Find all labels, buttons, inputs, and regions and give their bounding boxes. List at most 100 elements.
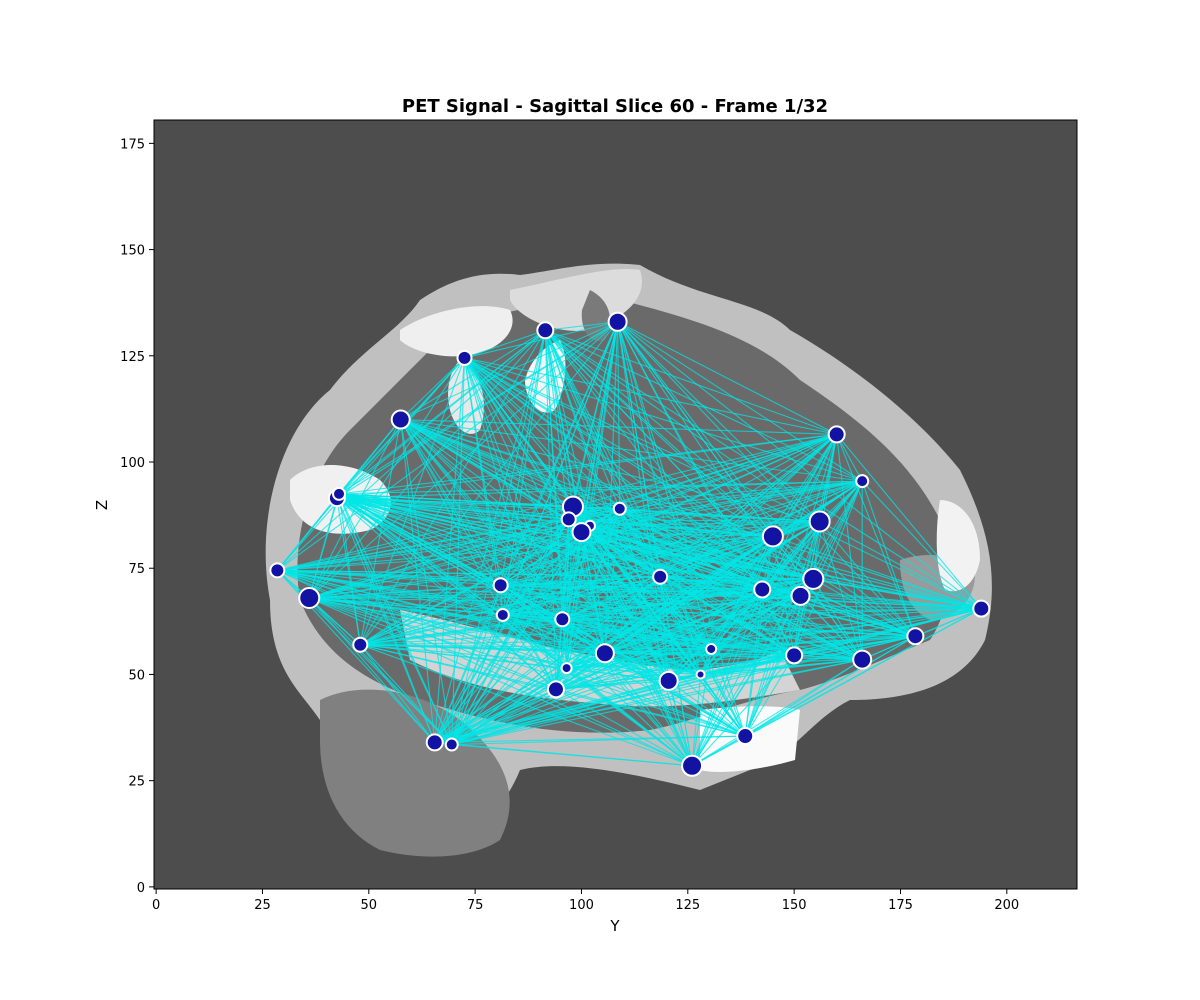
connectivity-edge — [619, 508, 820, 523]
region-node — [808, 510, 831, 533]
connectivity-edge — [502, 614, 557, 690]
connectivity-edge — [336, 480, 863, 499]
connectivity-edge — [277, 535, 773, 571]
connectivity-edge — [744, 655, 795, 737]
connectivity-edge — [836, 434, 982, 609]
connectivity-edge — [464, 321, 618, 359]
connectivity-edge — [562, 576, 661, 620]
connectivity-edge — [604, 652, 669, 682]
connectivity-edge — [277, 433, 837, 571]
connectivity-edge — [604, 608, 982, 654]
connectivity-edge — [566, 667, 746, 737]
connectivity-edge — [400, 419, 814, 580]
connectivity-edge — [276, 493, 340, 571]
connectivity-edge — [434, 635, 916, 743]
connectivity-edge — [338, 493, 591, 527]
connectivity-edge — [464, 357, 837, 435]
connectivity-edge — [744, 521, 821, 737]
connectivity-edge — [604, 652, 746, 737]
connectivity-edge — [813, 578, 982, 610]
connectivity-edge — [360, 618, 563, 646]
connectivity-edge — [400, 419, 436, 743]
connectivity-edge — [502, 614, 795, 656]
connectivity-edge — [555, 688, 693, 767]
region-node — [546, 680, 565, 699]
connectivity-edge — [360, 644, 712, 650]
region-node — [855, 474, 870, 489]
region-node — [425, 733, 444, 752]
connectivity-edge — [360, 614, 503, 646]
connectivity-edge — [434, 535, 774, 743]
region-node — [695, 669, 706, 680]
y-tick-label: 50 — [128, 668, 145, 683]
connectivity-edge — [566, 648, 712, 669]
connectivity-edge — [500, 535, 773, 586]
connectivity-edge — [619, 508, 773, 537]
x-tick-label: 125 — [675, 898, 700, 913]
connectivity-edge — [660, 576, 814, 580]
connectivity-edge — [819, 521, 982, 610]
region-node — [554, 611, 571, 628]
connectivity-edge — [336, 497, 436, 743]
connectivity-edge — [691, 654, 795, 767]
connectivity-edge — [555, 619, 563, 690]
connectivity-edge — [566, 635, 916, 669]
y-tick-label: 125 — [120, 350, 145, 365]
connectivity-edge — [276, 329, 546, 571]
connectivity-edge — [555, 654, 795, 690]
connectivity-edge — [589, 520, 820, 527]
x-axis-ticks: 0 25 50 75 100 125 150 175 200 — [152, 889, 1019, 913]
connectivity-edge — [668, 680, 746, 737]
region-node — [852, 649, 873, 670]
connectivity-edge — [338, 433, 837, 495]
x-axis-label: Y — [609, 917, 620, 935]
connectivity-edge — [309, 520, 820, 599]
connectivity-edge — [700, 480, 863, 675]
connectivity-edge — [464, 357, 863, 482]
connectivity-edge — [451, 635, 916, 746]
y-tick-label: 75 — [128, 562, 145, 577]
connectivity-edge — [562, 618, 916, 637]
connectivity-edge — [309, 595, 801, 599]
region-node — [571, 522, 592, 543]
connectivity-edge — [500, 584, 557, 690]
connectivity-edge — [464, 357, 863, 661]
connectivity-edge — [500, 584, 693, 767]
connectivity-edge — [660, 576, 982, 610]
connectivity-edge — [568, 518, 820, 523]
connectivity-edge — [572, 433, 837, 508]
region-node — [298, 586, 321, 609]
connectivity-edge — [604, 648, 712, 654]
connectivity-edge — [359, 419, 402, 645]
connectivity-edge — [500, 584, 701, 675]
connectivity-edge — [604, 652, 693, 767]
region-node — [972, 599, 991, 618]
connectivity-edge — [700, 595, 801, 675]
connectivity-edge — [400, 357, 465, 420]
connectivity-edge — [451, 735, 746, 746]
region-node — [753, 580, 772, 599]
connectivity-edge — [308, 597, 361, 646]
connectivity-edge — [589, 525, 982, 610]
connectivity-edge — [400, 419, 693, 767]
connectivity-edge — [555, 652, 606, 690]
connectivity-edge — [604, 652, 863, 661]
connectivity-edge — [434, 525, 591, 743]
region-node — [456, 349, 473, 366]
x-tick-label: 150 — [782, 898, 807, 913]
connectivity-edge — [555, 688, 746, 737]
connectivity-edge — [451, 743, 693, 767]
connectivity-edge — [500, 584, 763, 591]
connectivity-edge — [277, 518, 569, 571]
connectivity-edge — [434, 614, 504, 743]
connectivity-edge — [566, 667, 669, 682]
region-node — [785, 646, 804, 665]
connectivity-edge — [451, 667, 567, 746]
region-node — [269, 562, 286, 579]
connectivity-edge — [619, 480, 863, 510]
region-node — [607, 311, 628, 332]
connectivity-edge — [309, 531, 582, 599]
region-node — [658, 670, 679, 691]
region-node — [652, 568, 669, 585]
connectivity-edge — [544, 330, 661, 577]
